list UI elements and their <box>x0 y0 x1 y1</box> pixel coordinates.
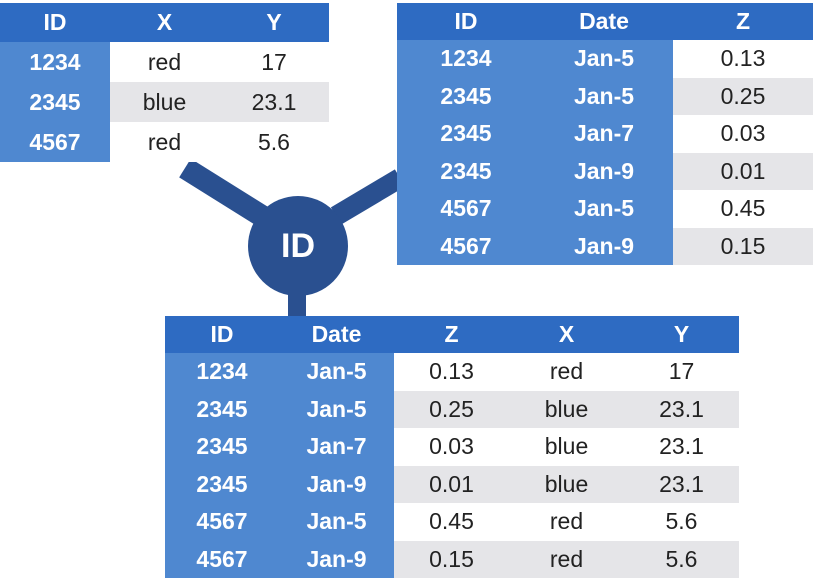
cell-x: blue <box>509 465 624 503</box>
cell-z: 0.45 <box>394 503 509 541</box>
cell-y: 17 <box>624 353 739 391</box>
cell-id: 1234 <box>165 353 279 391</box>
cell-date: Jan-5 <box>279 503 394 541</box>
table-row: 4567 Jan-5 0.45 <box>397 190 813 228</box>
table-row: 2345 Jan-7 0.03 blue 23.1 <box>165 428 739 466</box>
table-row: 4567 Jan-9 0.15 <box>397 227 813 265</box>
cell-z: 0.01 <box>673 152 813 190</box>
cell-id: 2345 <box>165 390 279 428</box>
cell-x: red <box>509 353 624 391</box>
header-cell-id: ID <box>0 3 110 42</box>
connector-right-line <box>330 169 406 225</box>
connector-bottom-stem <box>288 290 306 318</box>
cell-x: red <box>110 42 219 82</box>
cell-z: 0.15 <box>673 227 813 265</box>
header-cell-date: Date <box>535 3 673 40</box>
cell-x: red <box>509 503 624 541</box>
cell-id: 1234 <box>0 42 110 82</box>
cell-id: 2345 <box>397 152 535 190</box>
cell-id: 2345 <box>165 465 279 503</box>
cell-z: 0.13 <box>673 40 813 78</box>
header-cell-id: ID <box>165 316 279 353</box>
cell-date: Jan-5 <box>535 40 673 78</box>
cell-y: 23.1 <box>624 428 739 466</box>
header-cell-id: ID <box>397 3 535 40</box>
cell-z: 0.01 <box>394 465 509 503</box>
header-cell-z: Z <box>673 3 813 40</box>
cell-z: 0.03 <box>673 115 813 153</box>
cell-date: Jan-7 <box>535 115 673 153</box>
cell-z: 0.45 <box>673 190 813 228</box>
left-table: ID X Y 1234 red 17 2345 blue 23.1 4567 r… <box>0 3 329 162</box>
cell-id: 1234 <box>397 40 535 78</box>
cell-z: 0.25 <box>394 390 509 428</box>
cell-date: Jan-5 <box>279 390 394 428</box>
header-cell-x: X <box>509 316 624 353</box>
cell-x: red <box>110 122 219 162</box>
header-cell-y: Y <box>219 3 329 42</box>
right-table: ID Date Z 1234 Jan-5 0.13 2345 Jan-5 0.2… <box>397 3 813 265</box>
table-row: 1234 Jan-5 0.13 <box>397 40 813 78</box>
cell-date: Jan-9 <box>279 465 394 503</box>
cell-x: red <box>509 540 624 578</box>
cell-date: Jan-5 <box>535 77 673 115</box>
result-table-header: ID Date Z X Y <box>165 316 739 353</box>
cell-date: Jan-9 <box>535 227 673 265</box>
cell-date: Jan-9 <box>279 540 394 578</box>
header-cell-date: Date <box>279 316 394 353</box>
join-node-label: ID <box>281 226 315 265</box>
table-row: 2345 Jan-9 0.01 <box>397 152 813 190</box>
cell-id: 2345 <box>397 115 535 153</box>
table-row: 2345 Jan-9 0.01 blue 23.1 <box>165 465 739 503</box>
table-row: 2345 blue 23.1 <box>0 82 329 122</box>
table-row: 2345 Jan-5 0.25 blue 23.1 <box>165 390 739 428</box>
cell-y: 5.6 <box>624 503 739 541</box>
table-row: 4567 Jan-9 0.15 red 5.6 <box>165 540 739 578</box>
result-table: ID Date Z X Y 1234 Jan-5 0.13 red 17 234… <box>165 316 739 578</box>
cell-y: 23.1 <box>219 82 329 122</box>
cell-date: Jan-7 <box>279 428 394 466</box>
cell-y: 5.6 <box>219 122 329 162</box>
table-row: 2345 Jan-7 0.03 <box>397 115 813 153</box>
cell-x: blue <box>110 82 219 122</box>
table-row: 4567 red 5.6 <box>0 122 329 162</box>
left-table-header: ID X Y <box>0 3 329 42</box>
table-row: 4567 Jan-5 0.45 red 5.6 <box>165 503 739 541</box>
cell-id: 4567 <box>397 227 535 265</box>
table-row: 1234 red 17 <box>0 42 329 82</box>
cell-date: Jan-9 <box>535 152 673 190</box>
header-cell-x: X <box>110 3 219 42</box>
table-row: 2345 Jan-5 0.25 <box>397 77 813 115</box>
cell-z: 0.15 <box>394 540 509 578</box>
cell-id: 4567 <box>165 540 279 578</box>
cell-y: 23.1 <box>624 390 739 428</box>
cell-id: 2345 <box>165 428 279 466</box>
cell-z: 0.13 <box>394 353 509 391</box>
cell-y: 23.1 <box>624 465 739 503</box>
cell-z: 0.25 <box>673 77 813 115</box>
cell-y: 17 <box>219 42 329 82</box>
cell-z: 0.03 <box>394 428 509 466</box>
cell-x: blue <box>509 428 624 466</box>
cell-y: 5.6 <box>624 540 739 578</box>
cell-id: 4567 <box>397 190 535 228</box>
header-cell-z: Z <box>394 316 509 353</box>
header-cell-y: Y <box>624 316 739 353</box>
cell-id: 4567 <box>165 503 279 541</box>
cell-date: Jan-5 <box>535 190 673 228</box>
cell-date: Jan-5 <box>279 353 394 391</box>
cell-x: blue <box>509 390 624 428</box>
cell-id: 4567 <box>0 122 110 162</box>
right-table-header: ID Date Z <box>397 3 813 40</box>
cell-id: 2345 <box>0 82 110 122</box>
table-row: 1234 Jan-5 0.13 red 17 <box>165 353 739 391</box>
cell-id: 2345 <box>397 77 535 115</box>
connector-left-line <box>179 158 271 228</box>
join-node <box>248 196 348 296</box>
